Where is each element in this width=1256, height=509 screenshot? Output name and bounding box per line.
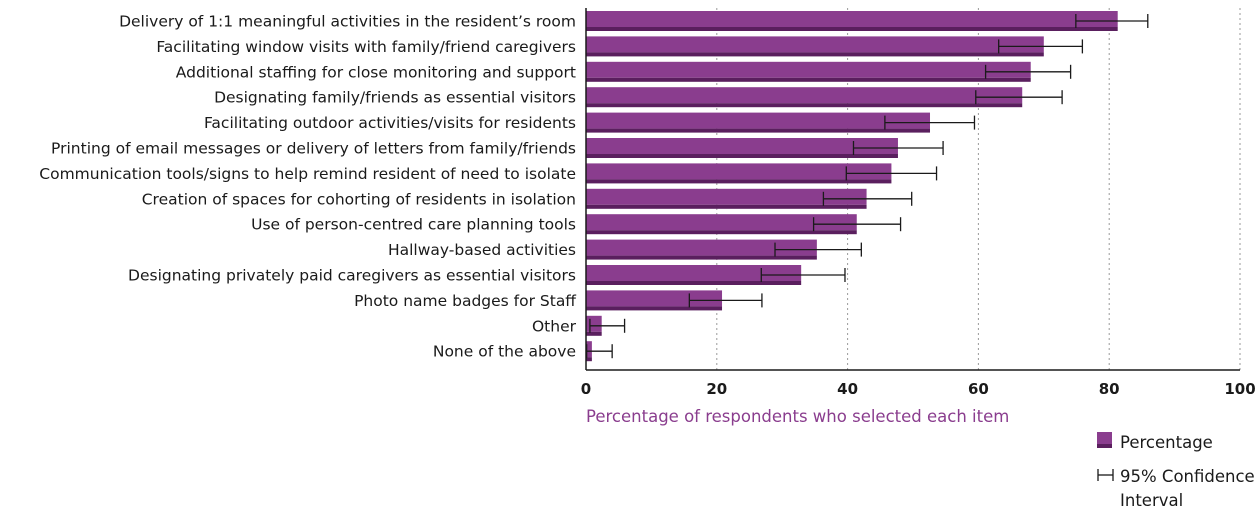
bar-shadow bbox=[586, 204, 867, 209]
x-tick-label: 80 bbox=[1099, 380, 1120, 398]
error-bars bbox=[586, 14, 1149, 359]
bar bbox=[586, 36, 1044, 53]
x-tick-label: 40 bbox=[837, 380, 858, 398]
category-label: Other bbox=[532, 317, 577, 335]
category-label: Photo name badges for Staff bbox=[354, 292, 576, 310]
bar bbox=[586, 188, 867, 205]
legend-bar-swatch-shadow bbox=[1097, 444, 1112, 448]
x-tick-label: 100 bbox=[1224, 380, 1255, 398]
bar-shadow bbox=[586, 27, 1118, 31]
category-label: Creation of spaces for cohorting of resi… bbox=[142, 190, 576, 208]
legend-ci-label-line2: Interval bbox=[1120, 491, 1183, 509]
category-label: Hallway-based activities bbox=[388, 241, 576, 259]
category-label: Designating privately paid caregivers as… bbox=[128, 267, 576, 285]
x-axis-title: Percentage of respondents who selected e… bbox=[586, 407, 1009, 426]
bar-shadow bbox=[586, 306, 723, 311]
bar bbox=[586, 138, 898, 154]
bar-shadow bbox=[586, 255, 817, 260]
category-label: Communication tools/signs to help remind… bbox=[39, 165, 576, 183]
bar-shadow bbox=[586, 103, 1023, 108]
x-tick-label: 0 bbox=[581, 380, 591, 398]
category-label: Printing of email messages or delivery o… bbox=[51, 140, 576, 158]
category-label: Additional staffing for close monitoring… bbox=[176, 63, 576, 81]
bar bbox=[586, 61, 1031, 78]
legend-ci-label-line1: 95% Confidence bbox=[1120, 467, 1255, 486]
category-label: Designating family/friends as essential … bbox=[214, 89, 576, 107]
bar bbox=[586, 341, 592, 358]
bar bbox=[586, 290, 723, 307]
category-label: None of the above bbox=[433, 343, 576, 361]
bar-shadow bbox=[586, 179, 892, 184]
category-label: Use of person-centred care planning tool… bbox=[251, 216, 576, 234]
x-tick-label: 20 bbox=[706, 380, 727, 398]
bar bbox=[586, 239, 817, 256]
bar bbox=[586, 163, 892, 180]
x-tick-label: 60 bbox=[968, 380, 989, 398]
bar bbox=[586, 265, 802, 281]
category-label: Facilitating window visits with family/f… bbox=[156, 38, 576, 56]
bar-shadow bbox=[586, 357, 592, 362]
legend-bar-swatch bbox=[1097, 432, 1112, 444]
bar-shadow bbox=[586, 77, 1031, 82]
bar bbox=[586, 11, 1118, 27]
category-label: Facilitating outdoor activities/visits f… bbox=[204, 114, 576, 132]
category-labels: Delivery of 1:1 meaningful activities in… bbox=[39, 13, 576, 361]
bar-shadow bbox=[586, 331, 602, 336]
x-tick-labels: 0 20 40 60 80 100 bbox=[581, 380, 1256, 398]
bar bbox=[586, 112, 931, 129]
legend: Percentage 95% Confidence Interval bbox=[1097, 432, 1255, 509]
category-label: Delivery of 1:1 meaningful activities in… bbox=[119, 13, 576, 31]
bar bbox=[586, 214, 857, 231]
bar-shadow bbox=[586, 154, 898, 158]
legend-bar-label: Percentage bbox=[1120, 433, 1213, 452]
bar-shadow bbox=[586, 230, 857, 235]
bar-shadow bbox=[586, 281, 802, 285]
bars bbox=[586, 11, 1118, 362]
bar bbox=[586, 315, 602, 332]
bar-shadow bbox=[586, 52, 1044, 57]
bar bbox=[586, 87, 1023, 104]
legend-ci-symbol bbox=[1097, 469, 1114, 481]
bar-shadow bbox=[586, 128, 931, 133]
